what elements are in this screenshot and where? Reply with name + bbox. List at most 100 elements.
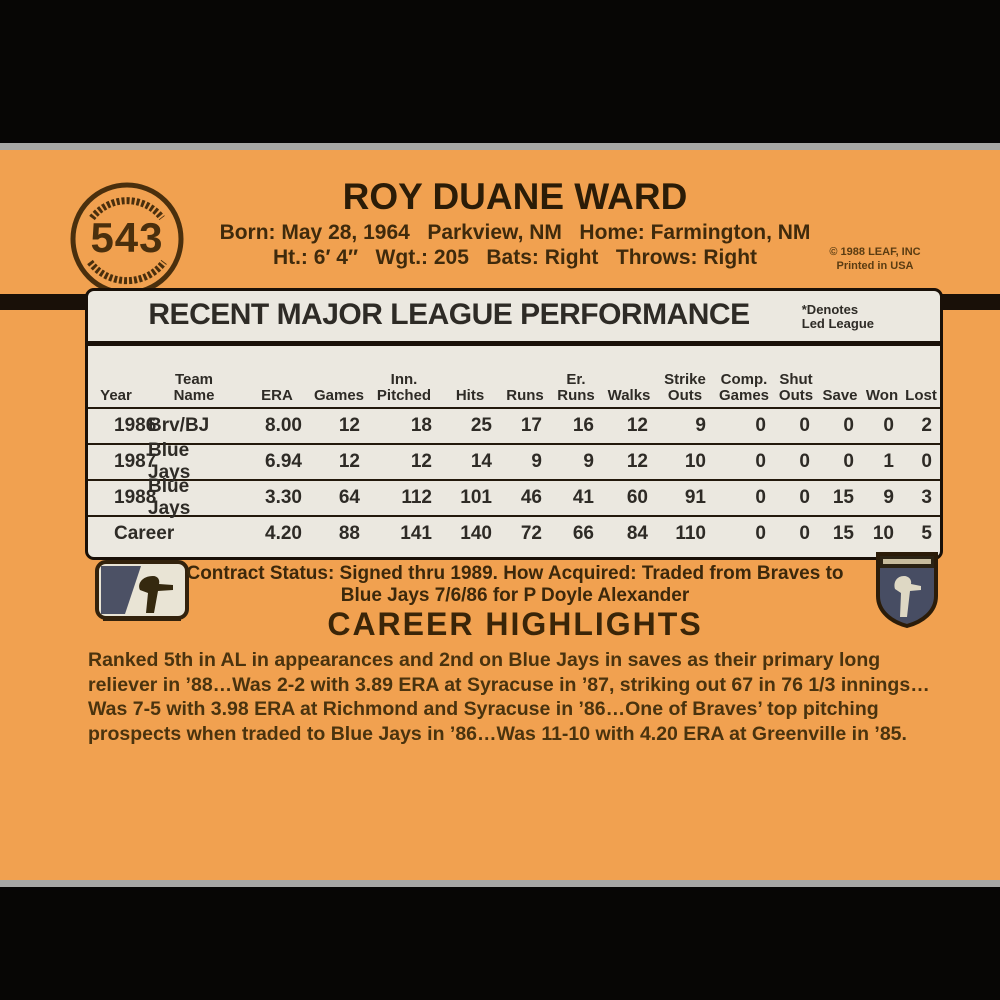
stats-header-row: Year Team Name ERA Games Inn. Pitched Hits Run… bbox=[88, 346, 940, 407]
stat-cell: 25 bbox=[470, 415, 492, 436]
card-number: 543 bbox=[90, 214, 164, 261]
stat-row: Career 4.20 88 141 140 72 66 84 110 0 0 15 10 5 bbox=[88, 515, 940, 551]
stat-cell: 14 bbox=[470, 451, 492, 472]
stat-cell: Blue Jays bbox=[148, 440, 191, 483]
career-highlights-title: CAREER HIGHLIGHTS bbox=[327, 606, 703, 642]
stat-cell: 0 bbox=[799, 487, 810, 508]
stat-cell: 66 bbox=[572, 523, 594, 544]
stat-cell: 0 bbox=[799, 451, 810, 472]
stat-column-header: Team Name bbox=[173, 371, 215, 404]
stat-cell: 9 bbox=[531, 451, 542, 472]
mlb-logo-icon bbox=[95, 560, 189, 626]
stat-cell: 17 bbox=[520, 415, 542, 436]
stat-column-header: ERA bbox=[261, 387, 293, 404]
stat-column-header: Er. Runs bbox=[557, 371, 595, 404]
stat-cell: 4.20 bbox=[265, 523, 302, 544]
stat-column-header: Year bbox=[100, 387, 132, 404]
stat-cell: 1986 bbox=[114, 415, 157, 436]
stat-cell: 41 bbox=[572, 487, 594, 508]
stat-cell: 1987 bbox=[114, 451, 157, 472]
stats-panel-header: RECENT MAJOR LEAGUE PERFORMANCE *Denotes… bbox=[88, 291, 940, 341]
stat-cell: 12 bbox=[626, 415, 648, 436]
stat-cell: 141 bbox=[400, 523, 432, 544]
stat-column-header: Hits bbox=[455, 387, 485, 404]
top-silver-edge bbox=[0, 143, 1000, 150]
stat-cell: 12 bbox=[338, 451, 360, 472]
stat-cell: 16 bbox=[572, 415, 594, 436]
stat-cell: 10 bbox=[872, 523, 894, 544]
stat-column-header: Games bbox=[313, 387, 365, 404]
stat-column-header: Runs bbox=[506, 387, 544, 404]
stats-panel: RECENT MAJOR LEAGUE PERFORMANCE *Denotes… bbox=[85, 288, 943, 560]
stat-cell: 0 bbox=[883, 415, 894, 436]
stat-column-header: Inn. Pitched bbox=[376, 371, 432, 404]
stat-cell: 6.94 bbox=[265, 451, 302, 472]
mlbpa-logo-icon bbox=[874, 550, 940, 629]
stat-cell: 0 bbox=[799, 523, 810, 544]
stat-cell: 12 bbox=[626, 451, 648, 472]
stat-column-header: Lost bbox=[905, 387, 937, 404]
badge-arc-text-top bbox=[89, 197, 165, 221]
stat-cell: 112 bbox=[401, 487, 432, 508]
stat-cell: 0 bbox=[755, 451, 766, 472]
stats-body: 1986 Brv/BJ 8.00 12 18 25 17 16 12 9 0 0 0 0 2 1987 Blue… bbox=[88, 407, 940, 551]
stat-cell: 12 bbox=[338, 415, 360, 436]
stat-cell: 72 bbox=[520, 523, 542, 544]
stat-row: 1988 Blue Jays 3.30 64 112 101 46 41 60 91 0 0 15 9 3 bbox=[88, 476, 940, 519]
stat-column-header: Save bbox=[822, 387, 858, 404]
stat-cell: 9 bbox=[583, 451, 594, 472]
stat-cell: 84 bbox=[626, 523, 648, 544]
stat-cell: 91 bbox=[684, 487, 706, 508]
stat-cell: 1988 bbox=[114, 487, 157, 508]
career-highlights-text: Ranked 5th in AL in appearances and 2nd … bbox=[88, 649, 930, 745]
stat-row: 1987 Blue Jays 6.94 12 12 14 9 9 12 10 0 0 0 1 0 bbox=[88, 440, 940, 483]
stat-cell: 0 bbox=[755, 487, 766, 508]
contract-status-line1: Contract Status: Signed thru 1989. How A… bbox=[186, 563, 844, 584]
stat-cell: Brv/BJ bbox=[148, 415, 210, 436]
stat-cell: 9 bbox=[695, 415, 706, 436]
stat-cell: 0 bbox=[843, 451, 854, 472]
stat-cell: Blue Jays bbox=[148, 476, 191, 519]
stat-cell: 0 bbox=[799, 415, 810, 436]
stat-cell: 9 bbox=[883, 487, 894, 508]
stat-cell: 0 bbox=[843, 415, 854, 436]
stat-cell: 46 bbox=[520, 487, 542, 508]
title-rule bbox=[88, 341, 940, 346]
stat-cell: 140 bbox=[460, 523, 492, 544]
bio-line-born: Born: May 28, 1964 Parkview, NM Home: Fa… bbox=[219, 221, 811, 244]
stat-cell: Career bbox=[114, 523, 175, 544]
stat-column-header: Strike Outs bbox=[664, 371, 706, 404]
bio-line-physical: Ht.: 6′ 4″ Wgt.: 205 Bats: Right Throws:… bbox=[272, 246, 758, 269]
stat-cell: 3 bbox=[921, 487, 932, 508]
stat-cell: 88 bbox=[338, 523, 360, 544]
player-name: ROY DUANE WARD bbox=[342, 176, 688, 217]
stat-cell: 15 bbox=[832, 487, 854, 508]
stat-cell: 0 bbox=[921, 451, 932, 472]
stats-panel-title: RECENT MAJOR LEAGUE PERFORMANCE bbox=[148, 298, 750, 331]
copyright-text: © 1988 LEAF, INC Printed in USA bbox=[829, 246, 921, 272]
stat-cell: 0 bbox=[755, 415, 766, 436]
stat-cell: 5 bbox=[921, 523, 932, 544]
denotes-led-league-note: *Denotes Led League bbox=[801, 302, 874, 331]
bottom-silver-edge bbox=[0, 880, 1000, 887]
stat-cell: 110 bbox=[675, 523, 706, 544]
stat-cell: 8.00 bbox=[265, 415, 302, 436]
top-black-band bbox=[0, 0, 1000, 143]
stat-row: 1986 Brv/BJ 8.00 12 18 25 17 16 12 9 0 0 0 0 2 bbox=[88, 407, 940, 443]
stat-column-header: Won bbox=[865, 387, 899, 404]
stat-cell: 1 bbox=[883, 451, 894, 472]
stat-cell: 10 bbox=[684, 451, 706, 472]
stat-cell: 60 bbox=[626, 487, 648, 508]
stat-cell: 3.30 bbox=[265, 487, 302, 508]
stat-cell: 15 bbox=[832, 523, 854, 544]
bottom-black-band bbox=[0, 887, 1000, 1000]
stat-cell: 64 bbox=[338, 487, 360, 508]
stat-cell: 18 bbox=[410, 415, 432, 436]
stat-cell: 101 bbox=[460, 487, 492, 508]
contract-status-line2: Blue Jays 7/6/86 for P Doyle Alexander bbox=[340, 585, 690, 606]
stat-column-header: Walks bbox=[607, 387, 651, 404]
stat-column-header: Comp. Games bbox=[718, 371, 770, 404]
stat-column-header: Shut Outs bbox=[778, 371, 814, 404]
badge-arc-text-bottom bbox=[87, 259, 167, 285]
